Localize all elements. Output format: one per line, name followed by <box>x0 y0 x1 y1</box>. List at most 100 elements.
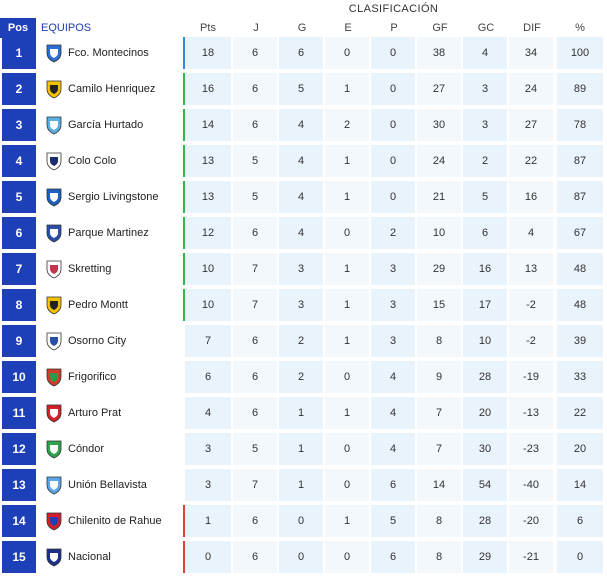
cell-j: 6 <box>233 109 277 141</box>
cell-pct: 100 <box>557 37 603 69</box>
cell-gc: 10 <box>463 325 507 357</box>
cell-gc: 20 <box>463 397 507 429</box>
cell-dif: -19 <box>509 361 553 393</box>
col-header-gc[interactable]: GC <box>477 22 495 34</box>
cell-pct: 67 <box>557 217 603 249</box>
zone-indicator <box>183 181 185 213</box>
cell-gf: 8 <box>417 325 461 357</box>
team-name[interactable]: Chilenito de Rahue <box>68 515 162 527</box>
table-row[interactable]: 3 García Hurtado 14 6 4 2 0 30 3 27 78 <box>0 108 607 142</box>
table-row[interactable]: 7 Skretting 10 7 3 1 3 29 16 13 48 <box>0 252 607 286</box>
cell-gc: 54 <box>463 469 507 501</box>
cell-gf: 30 <box>417 109 461 141</box>
cell-p: 0 <box>371 73 415 105</box>
zone-indicator <box>183 541 185 573</box>
cell-p: 0 <box>371 181 415 213</box>
col-header-team[interactable]: EQUIPOS <box>41 22 92 34</box>
table-row[interactable]: 14 Chilenito de Rahue 1 6 0 1 5 8 28 -20 6 <box>0 504 607 538</box>
position-badge: 9 <box>2 325 36 357</box>
crest-round-red-icon <box>46 260 62 279</box>
crest-red-green-icon <box>46 368 62 387</box>
team-name[interactable]: Cóndor <box>68 443 105 455</box>
team-name[interactable]: Colo Colo <box>68 155 117 167</box>
cell-g: 4 <box>279 217 323 249</box>
cell-dif: 24 <box>509 73 553 105</box>
cell-j: 6 <box>233 325 277 357</box>
zone-indicator <box>183 505 185 537</box>
crest-yellow-icon <box>46 296 62 315</box>
cell-e: 2 <box>325 109 369 141</box>
table-row[interactable]: 4 Colo Colo 13 5 4 1 0 24 2 22 87 <box>0 144 607 178</box>
table-row[interactable]: 15 Nacional 0 6 0 0 6 8 29 -21 0 <box>0 540 607 574</box>
team-name[interactable]: Camilo Henriquez <box>68 83 156 95</box>
cell-j: 6 <box>233 217 277 249</box>
col-header-gf[interactable]: GF <box>432 22 448 34</box>
table-row[interactable]: 10 Frigorifico 6 6 2 0 4 9 28 -19 33 <box>0 360 607 394</box>
cell-p: 0 <box>371 145 415 177</box>
crest-red-stripes-icon <box>46 404 62 423</box>
cell-pts: 3 <box>185 433 231 465</box>
crest-colocolo-icon <box>46 152 62 171</box>
cell-gf: 27 <box>417 73 461 105</box>
team-name[interactable]: Frigorifico <box>68 371 117 383</box>
table-row[interactable]: 9 Osorno City 7 6 2 1 3 8 10 -2 39 <box>0 324 607 358</box>
cell-pct: 89 <box>557 73 603 105</box>
crest-bird-icon <box>46 188 62 207</box>
table-row[interactable]: 11 Arturo Prat 4 6 1 1 4 7 20 -13 22 <box>0 396 607 430</box>
team-name[interactable]: Osorno City <box>68 335 127 347</box>
cell-e: 0 <box>325 433 369 465</box>
cell-j: 5 <box>233 181 277 213</box>
table-row[interactable]: 12 Cóndor 3 5 1 0 4 7 30 -23 20 <box>0 432 607 466</box>
cell-e: 0 <box>325 37 369 69</box>
cell-pts: 12 <box>185 217 231 249</box>
zone-indicator <box>183 145 185 177</box>
position-badge: 12 <box>2 433 36 465</box>
table-row[interactable]: 1 Fco. Montecinos 18 6 6 0 0 38 4 34 100 <box>0 36 607 70</box>
cell-j: 6 <box>233 541 277 573</box>
col-header-g[interactable]: G <box>297 22 307 34</box>
team-name[interactable]: Nacional <box>68 551 111 563</box>
col-header-dif[interactable]: DIF <box>523 22 541 34</box>
cell-j: 6 <box>233 37 277 69</box>
cell-dif: -2 <box>509 325 553 357</box>
cell-pts: 4 <box>185 397 231 429</box>
cell-p: 3 <box>371 289 415 321</box>
cell-dif: -13 <box>509 397 553 429</box>
table-row[interactable]: 6 Parque Martinez 12 6 4 0 2 10 6 4 67 <box>0 216 607 250</box>
col-header-pts[interactable]: Pts <box>200 22 216 34</box>
cell-pct: 48 <box>557 253 603 285</box>
team-name[interactable]: Unión Bellavista <box>68 479 147 491</box>
cell-pct: 14 <box>557 469 603 501</box>
cell-gf: 14 <box>417 469 461 501</box>
col-header-pct[interactable]: % <box>575 22 585 34</box>
table-row[interactable]: 13 Unión Bellavista 3 7 1 0 6 14 54 -40 14 <box>0 468 607 502</box>
cell-dif: -23 <box>509 433 553 465</box>
team-name[interactable]: Skretting <box>68 263 112 275</box>
team-name[interactable]: Sergio Livingstone <box>68 191 159 203</box>
team-name[interactable]: Arturo Prat <box>68 407 122 419</box>
position-badge: 2 <box>2 73 36 105</box>
cell-g: 2 <box>279 361 323 393</box>
col-header-p[interactable]: P <box>390 22 398 34</box>
team-name[interactable]: Pedro Montt <box>68 299 128 311</box>
col-header-j[interactable]: J <box>253 22 259 34</box>
cell-gc: 5 <box>463 181 507 213</box>
cell-pts: 7 <box>185 325 231 357</box>
table-row[interactable]: 2 Camilo Henriquez 16 6 5 1 0 27 3 24 89 <box>0 72 607 106</box>
crest-round-blue-icon <box>46 332 62 351</box>
team-name[interactable]: Fco. Montecinos <box>68 47 149 59</box>
cell-dif: 13 <box>509 253 553 285</box>
cell-pts: 14 <box>185 109 231 141</box>
position-badge: 10 <box>2 361 36 393</box>
team-name[interactable]: Parque Martinez <box>68 227 149 239</box>
table-row[interactable]: 8 Pedro Montt 10 7 3 1 3 15 17 -2 48 <box>0 288 607 322</box>
col-header-e[interactable]: E <box>344 22 352 34</box>
team-name[interactable]: García Hurtado <box>68 119 144 131</box>
position-badge: 3 <box>2 109 36 141</box>
cell-p: 3 <box>371 325 415 357</box>
table-row[interactable]: 5 Sergio Livingstone 13 5 4 1 0 21 5 16 87 <box>0 180 607 214</box>
position-badge: 15 <box>2 541 36 573</box>
zone-indicator <box>183 253 185 285</box>
col-header-pos[interactable]: Pos <box>0 18 36 38</box>
